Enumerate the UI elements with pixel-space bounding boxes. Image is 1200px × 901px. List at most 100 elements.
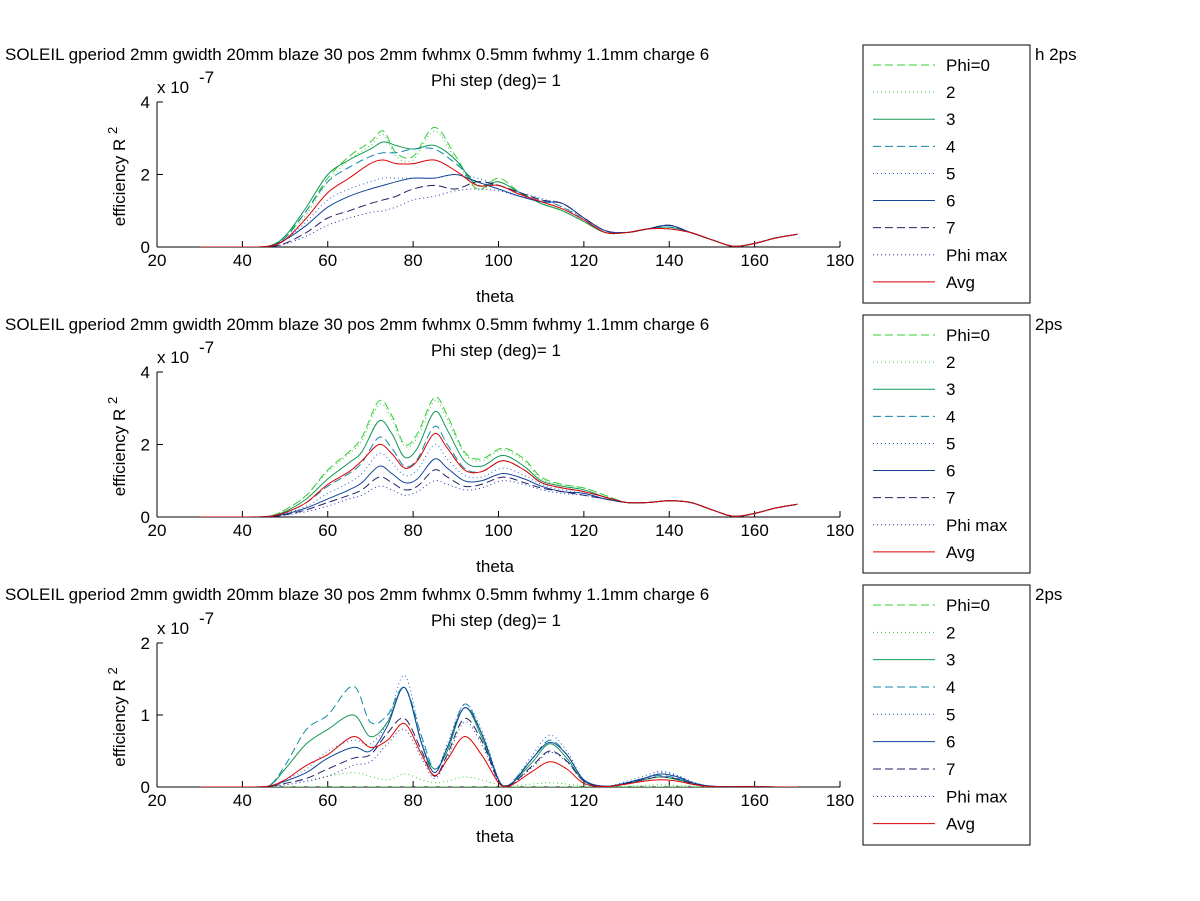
- y-tick-label: 4: [141, 363, 150, 382]
- x-tick-label: 140: [655, 251, 683, 270]
- legend-entry-label: 7: [946, 489, 955, 508]
- x-axis-label: theta: [476, 557, 514, 576]
- legend-entry-label: 4: [946, 137, 955, 156]
- legend: Phi=0 2 3 4 5 6 7 Phi max Avg: [862, 314, 1031, 574]
- x-tick-label: 100: [484, 251, 512, 270]
- x-tick-label: 140: [655, 791, 683, 810]
- legend-entry-label: 2: [946, 353, 955, 372]
- x-tick-label: 160: [740, 521, 768, 540]
- legend-entry-label: 4: [946, 407, 955, 426]
- x-tick-label: 180: [826, 791, 854, 810]
- y-exponent-power: -7: [199, 338, 214, 357]
- x-tick-label: 120: [570, 521, 598, 540]
- legend-entry-label: Avg: [946, 273, 975, 292]
- x-tick-label: 140: [655, 521, 683, 540]
- y-tick-label: 0: [141, 778, 150, 797]
- series-group: [199, 126, 798, 247]
- y-tick-label: 2: [141, 634, 150, 653]
- legend-entry-label: Avg: [946, 815, 975, 834]
- series-line-3: [199, 410, 798, 517]
- legend-entry-label: Phi=0: [946, 56, 990, 75]
- series-line-1: [199, 396, 798, 517]
- series-line-9: [199, 159, 798, 247]
- series-line-9: [199, 722, 798, 787]
- plot-area: [157, 372, 840, 517]
- x-tick-label: 80: [404, 791, 423, 810]
- x-tick-label: 100: [484, 521, 512, 540]
- legend-entry-label: Phi max: [946, 787, 1008, 806]
- legend-entry-label: 6: [946, 462, 955, 481]
- x-tick-label: 40: [233, 791, 252, 810]
- legend-entry-label: Phi=0: [946, 326, 990, 345]
- legend-box: [862, 314, 1031, 574]
- chart-panel-1: SOLEIL gperiod 2mm gwidth 20mm blaze 30 …: [5, 44, 1077, 306]
- y-axis-label: efficiency R 2: [105, 127, 129, 227]
- x-tick-label: 120: [570, 251, 598, 270]
- legend-entry-label: 5: [946, 164, 955, 183]
- chart-title: SOLEIL gperiod 2mm gwidth 20mm blaze 30 …: [5, 315, 709, 334]
- y-exponent-label: x 10: [157, 78, 189, 97]
- y-exponent-label: x 10: [157, 619, 189, 638]
- legend-entry-label: 4: [946, 678, 955, 697]
- x-tick-label: 20: [148, 251, 167, 270]
- legend-entry-label: 6: [946, 733, 955, 752]
- legend: Phi=0 2 3 4 5 6 7 Phi max Avg: [862, 584, 1031, 846]
- series-line-3: [199, 687, 798, 787]
- x-tick-label: 160: [740, 791, 768, 810]
- y-axis-label-superscript: 2: [105, 397, 120, 404]
- series-line-5: [199, 443, 798, 517]
- chart-subtitle: Phi step (deg)= 1: [431, 341, 561, 360]
- legend-entry-label: Phi max: [946, 246, 1008, 265]
- series-line-4: [199, 685, 798, 787]
- x-tick-label: 20: [148, 791, 167, 810]
- series-line-2: [199, 400, 798, 517]
- legend-entry-label: 5: [946, 705, 955, 724]
- plot-area: [157, 102, 840, 247]
- legend-entry-label: 3: [946, 651, 955, 670]
- y-tick-label: 2: [141, 166, 150, 185]
- x-tick-label: 120: [570, 791, 598, 810]
- series-line-4: [199, 147, 798, 247]
- series-line-6: [199, 687, 798, 787]
- chart-title: SOLEIL gperiod 2mm gwidth 20mm blaze 30 …: [5, 585, 709, 604]
- series-line-3: [199, 141, 798, 247]
- x-tick-label: 60: [318, 251, 337, 270]
- y-axis-label-superscript: 2: [105, 667, 120, 674]
- x-tick-label: 40: [233, 251, 252, 270]
- y-tick-label: 0: [141, 508, 150, 527]
- x-axis-label: theta: [476, 287, 514, 306]
- legend-entry-label: 2: [946, 83, 955, 102]
- series-line-5: [199, 674, 798, 787]
- legend-entry-label: Phi max: [946, 516, 1008, 535]
- legend-box: [862, 584, 1031, 846]
- x-axis-label: theta: [476, 827, 514, 846]
- y-tick-label: 1: [141, 706, 150, 725]
- chart-panel-2: SOLEIL gperiod 2mm gwidth 20mm blaze 30 …: [5, 314, 1062, 576]
- series-line-8: [199, 188, 798, 247]
- y-axis-label-superscript: 2: [105, 127, 120, 134]
- x-tick-label: 60: [318, 521, 337, 540]
- legend-entry-label: Avg: [946, 543, 975, 562]
- chart-subtitle: Phi step (deg)= 1: [431, 611, 561, 630]
- x-tick-label: 80: [404, 251, 423, 270]
- legend-entry-label: 2: [946, 623, 955, 642]
- legend-entry-label: 5: [946, 434, 955, 453]
- plot-area: [157, 643, 840, 787]
- chart-panel-3: SOLEIL gperiod 2mm gwidth 20mm blaze 30 …: [5, 584, 1062, 846]
- legend-entry-label: 7: [946, 219, 955, 238]
- x-tick-label: 60: [318, 791, 337, 810]
- legend-entry-label: 6: [946, 192, 955, 211]
- y-exponent-power: -7: [199, 609, 214, 628]
- chart-title-tail: 2ps: [1035, 315, 1062, 334]
- chart-title-tail: 2ps: [1035, 585, 1062, 604]
- y-axis-label: efficiency R 2: [105, 397, 129, 497]
- x-tick-label: 20: [148, 521, 167, 540]
- legend-entry-label: Phi=0: [946, 596, 990, 615]
- x-tick-label: 100: [484, 791, 512, 810]
- legend-entry-label: 3: [946, 110, 955, 129]
- series-line-5: [199, 173, 798, 247]
- y-exponent-power: -7: [199, 68, 214, 87]
- legend: Phi=0 2 3 4 5 6 7 Phi max Avg: [862, 44, 1031, 304]
- series-line-4: [199, 425, 798, 517]
